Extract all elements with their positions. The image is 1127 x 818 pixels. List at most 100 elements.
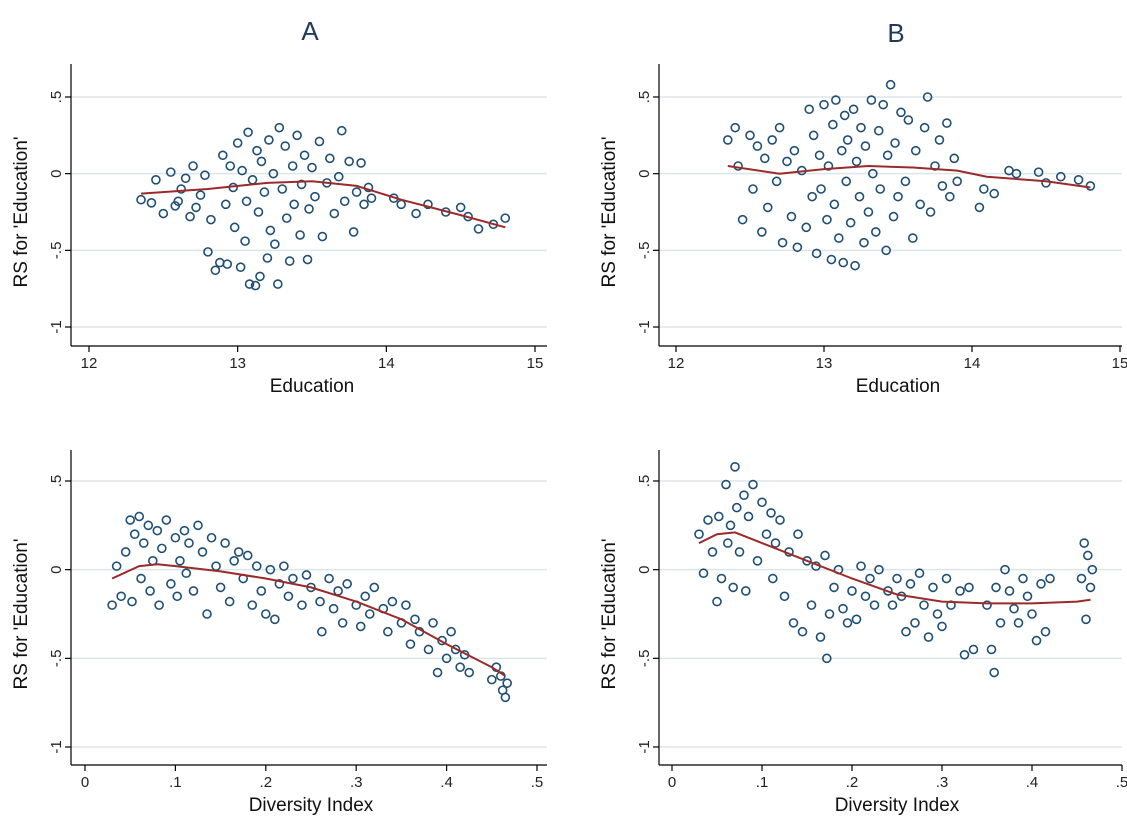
data-point: [328, 603, 339, 614]
y-tick-label: -1: [48, 740, 65, 753]
data-point: [437, 635, 447, 646]
data-point: [752, 141, 763, 151]
data-point: [819, 99, 829, 110]
data-point: [383, 626, 393, 637]
data-point: [968, 644, 979, 655]
data-point: [881, 245, 891, 256]
data-point: [360, 591, 371, 602]
data-point: [107, 600, 117, 610]
data-point: [270, 239, 280, 249]
data-point: [847, 586, 857, 596]
data-point: [887, 600, 898, 610]
data-point: [901, 626, 911, 637]
data-point: [268, 168, 279, 179]
y-axis-title: RS for 'Education': [11, 137, 32, 288]
data-point: [979, 184, 989, 194]
data-point: [242, 550, 253, 561]
data-point: [919, 122, 930, 133]
data-point: [233, 547, 244, 557]
data-point: [273, 279, 283, 289]
data-point: [185, 211, 195, 222]
data-point: [450, 644, 461, 655]
data-point: [713, 511, 724, 522]
data-point: [405, 639, 416, 649]
data-point: [197, 547, 208, 557]
data-point: [761, 529, 772, 540]
data-point: [910, 618, 920, 628]
data-point: [339, 196, 350, 207]
data-point: [188, 161, 198, 171]
data-point: [786, 211, 797, 222]
y-tick-label: 0: [48, 169, 65, 177]
data-point: [270, 614, 280, 625]
data-point: [288, 573, 298, 584]
data-point: [264, 135, 274, 145]
y-axis-title: RS for 'Education': [599, 137, 620, 288]
data-point: [304, 204, 314, 214]
x-tick-label: 15: [527, 355, 544, 372]
data-point: [337, 618, 348, 628]
data-point: [359, 199, 369, 210]
data-point: [170, 532, 181, 543]
data-point: [161, 515, 172, 525]
data-point: [215, 257, 225, 268]
data-point: [191, 202, 201, 213]
data-point: [893, 191, 903, 202]
data-point: [206, 532, 217, 543]
data-point: [890, 138, 900, 148]
chart-panel-1: -1 -.5 0 .5 12 13 14 15 Education RS for 'Educati…: [11, 64, 547, 397]
data-point: [859, 237, 869, 248]
data-point: [215, 582, 226, 593]
data-point: [175, 555, 185, 566]
data-point: [256, 586, 267, 596]
data-point: [244, 279, 255, 289]
data-point: [1009, 603, 1019, 614]
data-point: [317, 626, 327, 637]
data-point: [206, 214, 216, 225]
data-point: [200, 170, 210, 180]
data-point: [1083, 550, 1093, 561]
data-point: [788, 618, 799, 628]
x-tick-label: 12: [668, 355, 685, 372]
data-point: [279, 561, 289, 571]
data-point: [423, 199, 433, 210]
data-point: [138, 538, 149, 548]
data-point: [801, 222, 812, 233]
data-point: [202, 609, 212, 619]
data-point: [856, 122, 866, 133]
data-point: [500, 692, 511, 703]
data-point: [172, 591, 183, 602]
data-point: [277, 184, 288, 194]
data-point: [903, 115, 914, 125]
data-point: [253, 207, 264, 217]
data-point: [892, 573, 902, 584]
data-point: [252, 145, 262, 156]
data-point: [247, 600, 258, 610]
data-point: [725, 520, 736, 531]
data-point: [989, 667, 1000, 678]
data-point: [826, 254, 837, 265]
y-tick-label: .5: [636, 91, 653, 104]
data-point: [807, 191, 817, 202]
data-point: [734, 547, 745, 557]
data-point: [815, 632, 826, 642]
data-point: [767, 573, 778, 584]
data-point: [250, 280, 261, 291]
data-point: [237, 165, 247, 176]
data-point: [410, 614, 420, 625]
data-point: [923, 632, 934, 642]
data-point: [941, 573, 952, 584]
data-point: [151, 175, 161, 185]
y-tick-label: .5: [636, 475, 653, 488]
x-tick-label: .3: [350, 774, 363, 791]
data-point: [274, 122, 285, 133]
data-point: [243, 127, 253, 138]
data-point: [910, 145, 921, 156]
data-point: [411, 208, 421, 219]
data-point: [260, 609, 271, 619]
data-point: [721, 479, 731, 490]
chart-panel-2: -1 -.5 0 .5 12 13 14 15 Education RS for 'Educati…: [599, 64, 1127, 397]
data-point: [739, 490, 749, 500]
x-tick-label: 15: [1112, 355, 1127, 372]
data-point: [952, 176, 963, 187]
